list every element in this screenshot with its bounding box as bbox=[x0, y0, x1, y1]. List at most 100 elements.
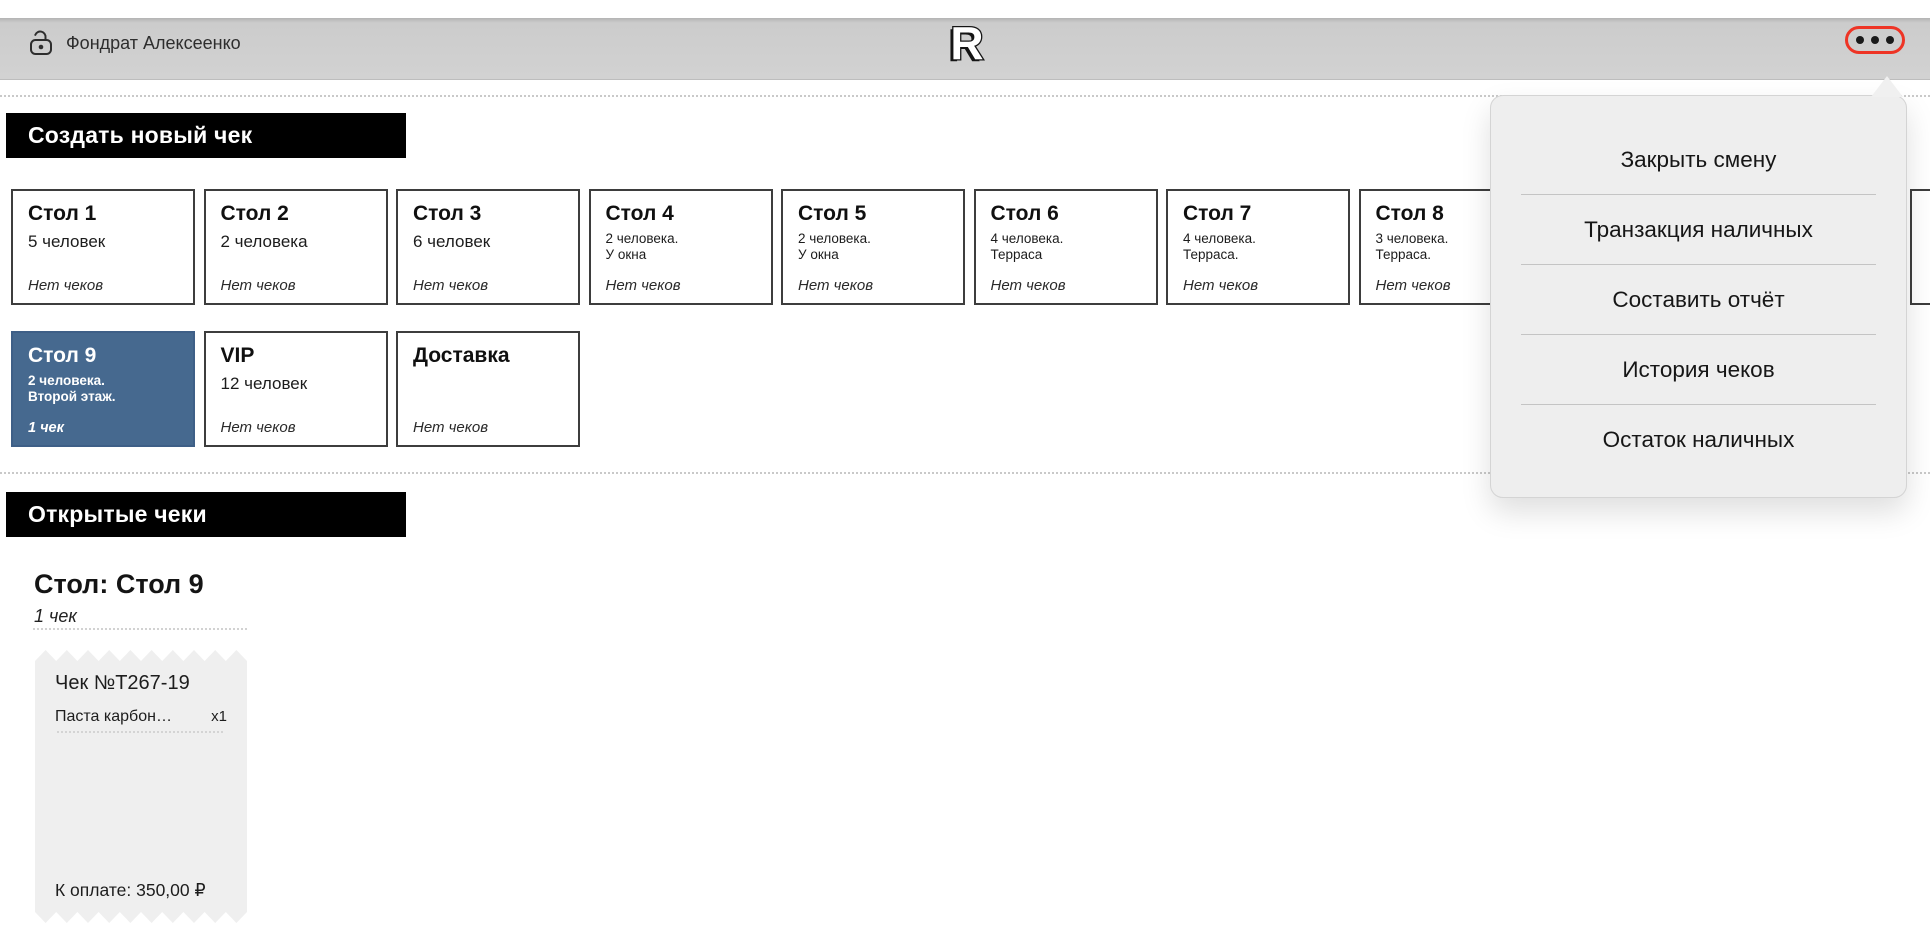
table-card-title: Стол 6 bbox=[990, 202, 1059, 225]
table-card-partial[interactable] bbox=[1910, 189, 1930, 305]
separator bbox=[57, 731, 223, 733]
table-card-title: Стол 7 bbox=[1183, 202, 1252, 225]
receipt-total: К оплате: 350,00 ₽ bbox=[55, 880, 206, 900]
table-card-status: Нет чеков bbox=[1375, 277, 1451, 294]
table-card-desc: 5 человек bbox=[28, 232, 178, 252]
table-card-desc: 2 человека. У окна bbox=[798, 231, 948, 264]
table-card-desc: 12 человек bbox=[221, 374, 371, 394]
logo-letter: R bbox=[950, 17, 983, 69]
table-card-status: Нет чеков bbox=[413, 277, 489, 294]
table-card-desc: 4 человека. Терраса. bbox=[1183, 231, 1333, 264]
table-card-status: Нет чеков bbox=[220, 277, 296, 294]
table-card-desc-line: 2 человека. bbox=[798, 231, 871, 246]
table-card-desc-line: 2 человека bbox=[220, 232, 308, 251]
table-card-desc-line: У окна bbox=[605, 247, 647, 263]
table-card-desc-line: Второй этаж. bbox=[28, 389, 116, 405]
app-logo-icon: R R bbox=[947, 17, 985, 71]
table-card[interactable]: Стол 5 2 человека. У окна Нет чеков bbox=[781, 189, 965, 305]
table-card-desc: 3 человека. Терраса. bbox=[1376, 231, 1526, 264]
receipt-line-item: Паста карбон… х1 bbox=[55, 708, 227, 726]
table-card-desc: 2 человека bbox=[221, 232, 371, 252]
section-header-create: Создать новый чек bbox=[6, 113, 406, 158]
table-card-status: Нет чеков bbox=[220, 419, 296, 436]
receipt-group-count: 1 чек bbox=[34, 606, 77, 626]
table-row-2: Стол 9 2 человека. Второй этаж. 1 чек VIP 12 … bbox=[11, 331, 580, 447]
separator bbox=[33, 628, 247, 630]
menu-separator bbox=[1521, 264, 1876, 265]
table-card[interactable]: Стол 7 4 человека. Терраса. Нет чеков bbox=[1166, 189, 1350, 305]
section-title: Создать новый чек bbox=[28, 122, 253, 148]
user-info: Фондрат Алексеенко bbox=[28, 29, 241, 57]
context-menu-items: Закрыть смену Транзакция наличных Составит… bbox=[1491, 125, 1906, 474]
table-card-desc: 4 человека. Терраса bbox=[991, 231, 1141, 264]
table-card-desc-line: 5 человек bbox=[28, 232, 106, 251]
receipt-item-name: Паста карбон… bbox=[55, 708, 172, 725]
table-card-desc: 2 человека. У окна bbox=[606, 231, 756, 264]
table-card-title: Доставка bbox=[413, 344, 510, 367]
table-card[interactable]: Стол 1 5 человек Нет чеков bbox=[11, 189, 195, 305]
menu-separator bbox=[1521, 194, 1876, 195]
table-card-title: Стол 1 bbox=[28, 202, 97, 225]
ellipsis-icon bbox=[1871, 36, 1879, 44]
table-card-desc-line: 2 человека. bbox=[605, 231, 679, 246]
table-row-1: Стол 1 5 человек Нет чеков Стол 2 2 человека… bbox=[11, 189, 1543, 305]
user-name: Фондрат Алексеенко bbox=[66, 32, 241, 53]
table-card-desc: 6 человек bbox=[413, 232, 563, 252]
menu-item[interactable]: Составить отчёт bbox=[1612, 287, 1785, 312]
topbar: Фондрат Алексеенко R R bbox=[0, 17, 1930, 80]
table-card-title: Стол 2 bbox=[220, 202, 289, 225]
table-card-desc: 2 человека. Второй этаж. bbox=[28, 373, 178, 406]
table-card-status: 1 чек bbox=[28, 420, 64, 436]
receipt-lines: Паста карбон… х1 bbox=[55, 708, 227, 726]
table-card-status: Нет чеков bbox=[28, 277, 104, 294]
table-card-status: Нет чеков bbox=[990, 277, 1066, 294]
table-card[interactable]: Стол 9 2 человека. Второй этаж. 1 чек bbox=[11, 331, 195, 447]
ellipsis-icon bbox=[1856, 36, 1864, 44]
table-card[interactable]: Стол 4 2 человека. У окна Нет чеков bbox=[588, 189, 773, 305]
table-card-desc-line: 2 человека. bbox=[28, 373, 105, 388]
table-card-status: Нет чеков bbox=[413, 419, 489, 436]
menu-item[interactable]: Транзакция наличных bbox=[1584, 217, 1813, 242]
menu-item[interactable]: Закрыть смену bbox=[1620, 147, 1777, 172]
receipt-number: Чек №Т267-19 bbox=[55, 672, 190, 694]
table-card-status: Нет чеков bbox=[798, 277, 874, 294]
table-card-title: Стол 4 bbox=[605, 202, 674, 225]
table-card-desc-line: 3 человека. bbox=[1375, 231, 1449, 246]
unlock-icon bbox=[30, 30, 52, 55]
table-card[interactable]: Стол 2 2 человека Нет чеков bbox=[203, 189, 388, 305]
receipt-item-qty: х1 bbox=[211, 708, 227, 725]
table-card-title: Стол 9 bbox=[28, 344, 97, 367]
menu-item[interactable]: История чеков bbox=[1622, 357, 1775, 382]
table-card-title: VIP bbox=[220, 344, 255, 367]
table-card-desc-line: 4 человека. bbox=[990, 231, 1064, 246]
ellipsis-icon bbox=[1886, 36, 1894, 44]
popover-arrow bbox=[1871, 76, 1903, 97]
table-card-status: Нет чеков bbox=[605, 277, 681, 294]
section-header-open-receipts: Открытые чеки bbox=[6, 492, 406, 537]
table-card-desc-line: 12 человек bbox=[220, 374, 308, 393]
table-card-desc-line: Терраса bbox=[990, 247, 1043, 263]
table-card-desc-line: 4 человека. bbox=[1183, 231, 1256, 246]
table-card-desc-line: 6 человек bbox=[413, 232, 491, 251]
table-card[interactable]: Стол 3 6 человек Нет чеков bbox=[396, 189, 580, 305]
separator bbox=[0, 472, 1930, 474]
table-card-title: Стол 8 bbox=[1375, 202, 1444, 225]
table-card-title: Стол 5 bbox=[798, 202, 867, 225]
table-card-desc-line: Терраса. bbox=[1375, 247, 1432, 263]
table-card[interactable]: Стол 6 4 человека. Терраса Нет чеков bbox=[973, 189, 1158, 305]
logo-shadow: R bbox=[947, 19, 980, 71]
menu-separator bbox=[1521, 334, 1876, 335]
table-card[interactable]: Доставка Нет чеков bbox=[396, 331, 580, 447]
receipt-group-title: Стол: Стол 9 bbox=[34, 569, 204, 599]
more-options-button[interactable] bbox=[1845, 26, 1905, 54]
table-card-desc-line: Терраса. bbox=[1183, 247, 1239, 263]
separator bbox=[0, 95, 1930, 97]
table-card[interactable]: Стол 8 3 человека. Терраса. Нет чеков bbox=[1358, 189, 1543, 305]
section-title: Открытые чеки bbox=[28, 501, 207, 527]
menu-separator bbox=[1521, 404, 1876, 405]
context-menu: Закрыть смену Транзакция наличных Составит… bbox=[1490, 95, 1907, 498]
receipt-card[interactable]: Чек №Т267-19 Паста карбон… х1 К оплате: 3… bbox=[35, 650, 247, 923]
table-card[interactable]: VIP 12 человек Нет чеков bbox=[203, 331, 388, 447]
menu-item[interactable]: Остаток наличных bbox=[1602, 427, 1795, 452]
table-card-title: Стол 3 bbox=[413, 202, 482, 225]
